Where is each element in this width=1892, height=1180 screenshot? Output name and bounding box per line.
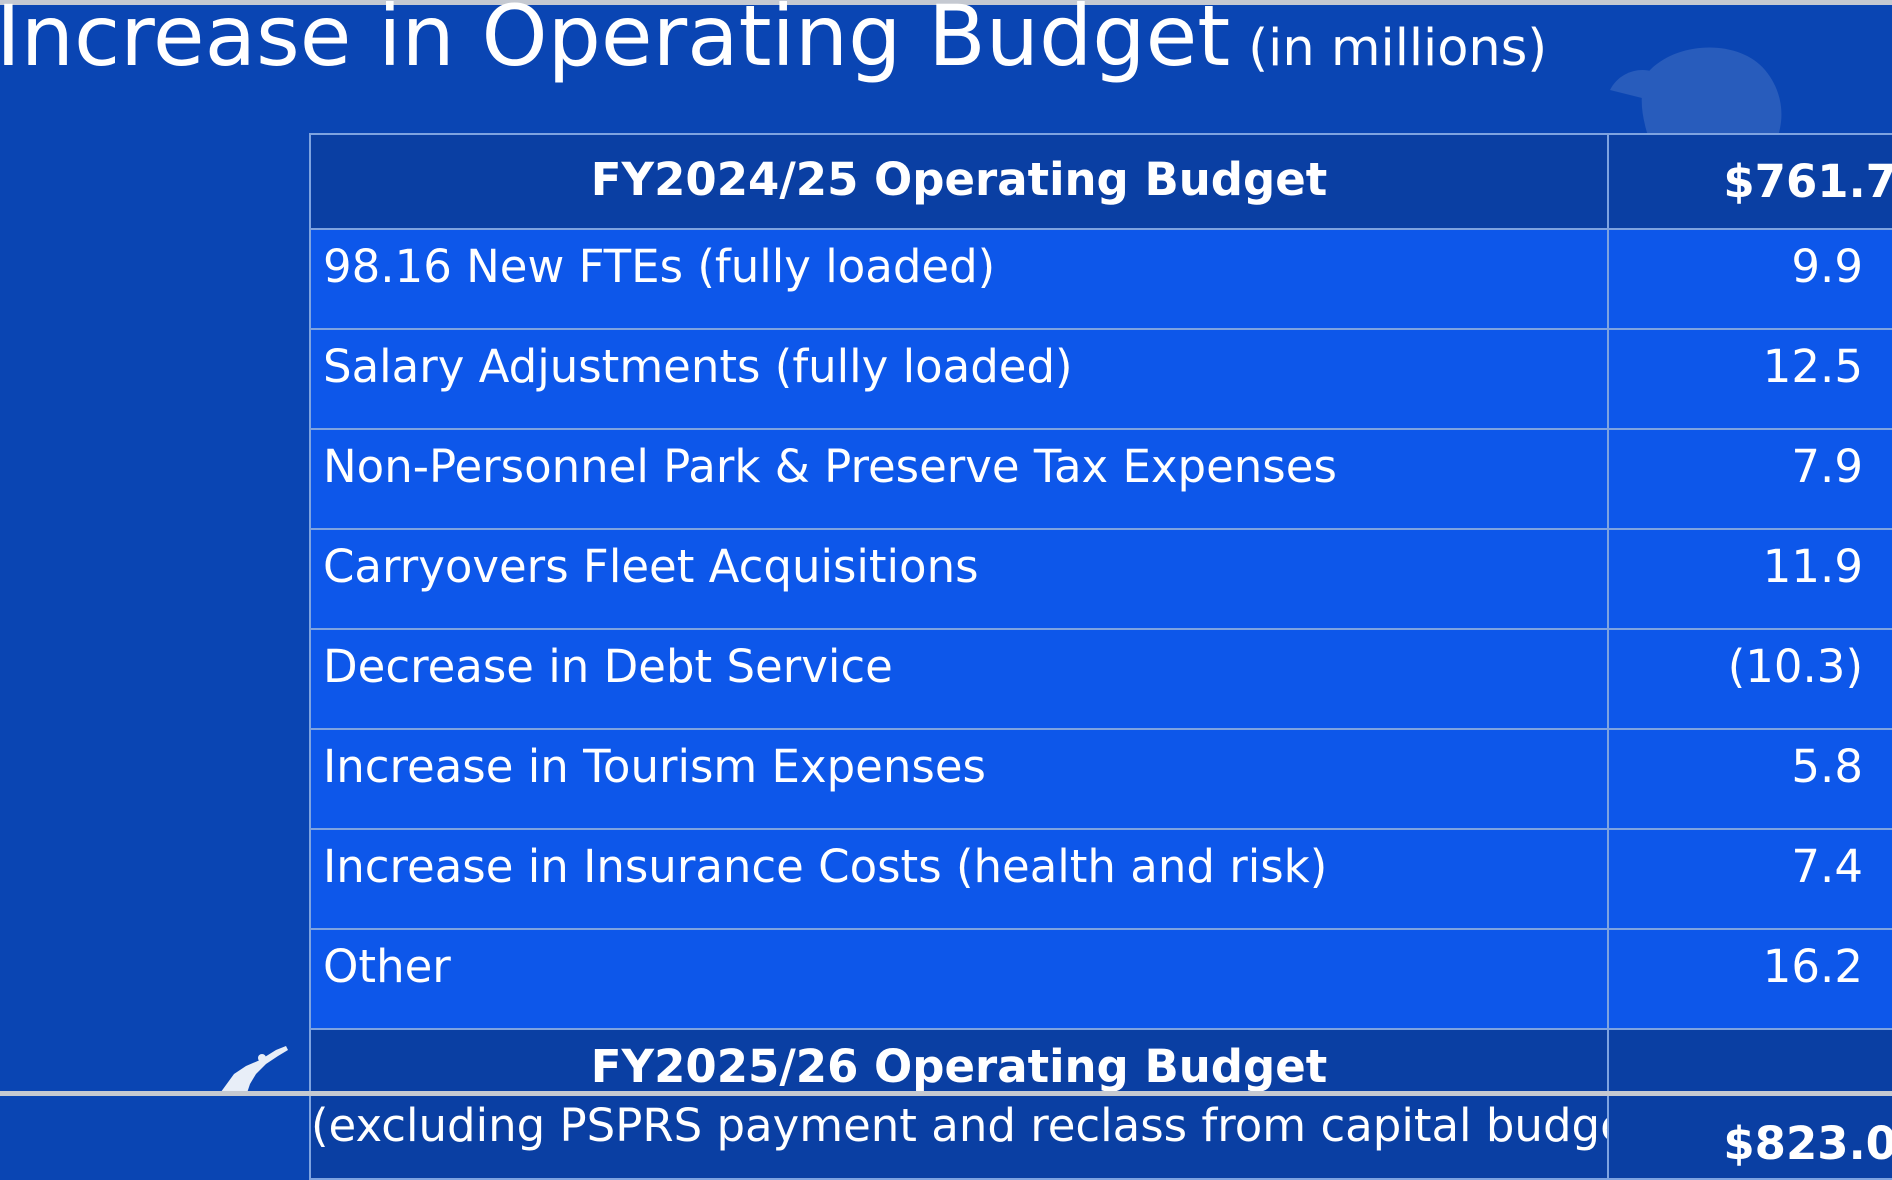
table-row: Increase in Insurance Costs (health and … [309,828,1892,930]
row-label: 98.16 New FTEs (fully loaded) [309,228,1609,330]
table-row: Carryovers Fleet Acquisitions 11.9 [309,528,1892,630]
header-label: FY2024/25 Operating Budget [309,133,1609,230]
row-label: Increase in Insurance Costs (health and … [309,828,1609,930]
total-value: $823.0 [1607,1028,1892,1180]
row-value: 9.9 [1607,228,1892,330]
row-value: 16.2 [1607,928,1892,1030]
table-row: 98.16 New FTEs (fully loaded) 9.9 [309,228,1892,330]
slide-title: Increase in Operating Budget (in millions… [0,0,1547,78]
table-header-row: FY2024/25 Operating Budget $761.7 [309,133,1892,230]
bottom-border-strip [0,1091,1892,1096]
row-value: 7.9 [1607,428,1892,530]
total-label-cell: FY2025/26 Operating Budget (excluding PS… [309,1028,1609,1180]
total-label: FY2025/26 Operating Budget [590,1040,1328,1093]
row-label: Salary Adjustments (fully loaded) [309,328,1609,430]
budget-table: FY2024/25 Operating Budget $761.7 98.16 … [309,133,1892,1180]
row-value: 11.9 [1607,528,1892,630]
title-main: Increase in Operating Budget [0,0,1231,85]
table-row: Non-Personnel Park & Preserve Tax Expens… [309,428,1892,530]
title-subtitle: (in millions) [1248,19,1548,78]
row-label: Non-Personnel Park & Preserve Tax Expens… [309,428,1609,530]
header-value: $761.7 [1607,133,1892,230]
row-label: Carryovers Fleet Acquisitions [309,528,1609,630]
table-row: Decrease in Debt Service (10.3) [309,628,1892,730]
row-label: Increase in Tourism Expenses [309,728,1609,830]
top-border-strip [0,0,1892,5]
total-note: (excluding PSPRS payment and reclass fro… [311,1098,1608,1152]
row-value: (10.3) [1607,628,1892,730]
row-label: Other [309,928,1609,1030]
row-label: Decrease in Debt Service [309,628,1609,730]
row-value: 12.5 [1607,328,1892,430]
table-total-row: FY2025/26 Operating Budget (excluding PS… [309,1028,1892,1180]
table-row: Salary Adjustments (fully loaded) 12.5 [309,328,1892,430]
row-value: 5.8 [1607,728,1892,830]
table-row: Other 16.2 [309,928,1892,1030]
row-value: 7.4 [1607,828,1892,930]
statue-logo-icon [218,1046,288,1096]
table-row: Increase in Tourism Expenses 5.8 [309,728,1892,830]
